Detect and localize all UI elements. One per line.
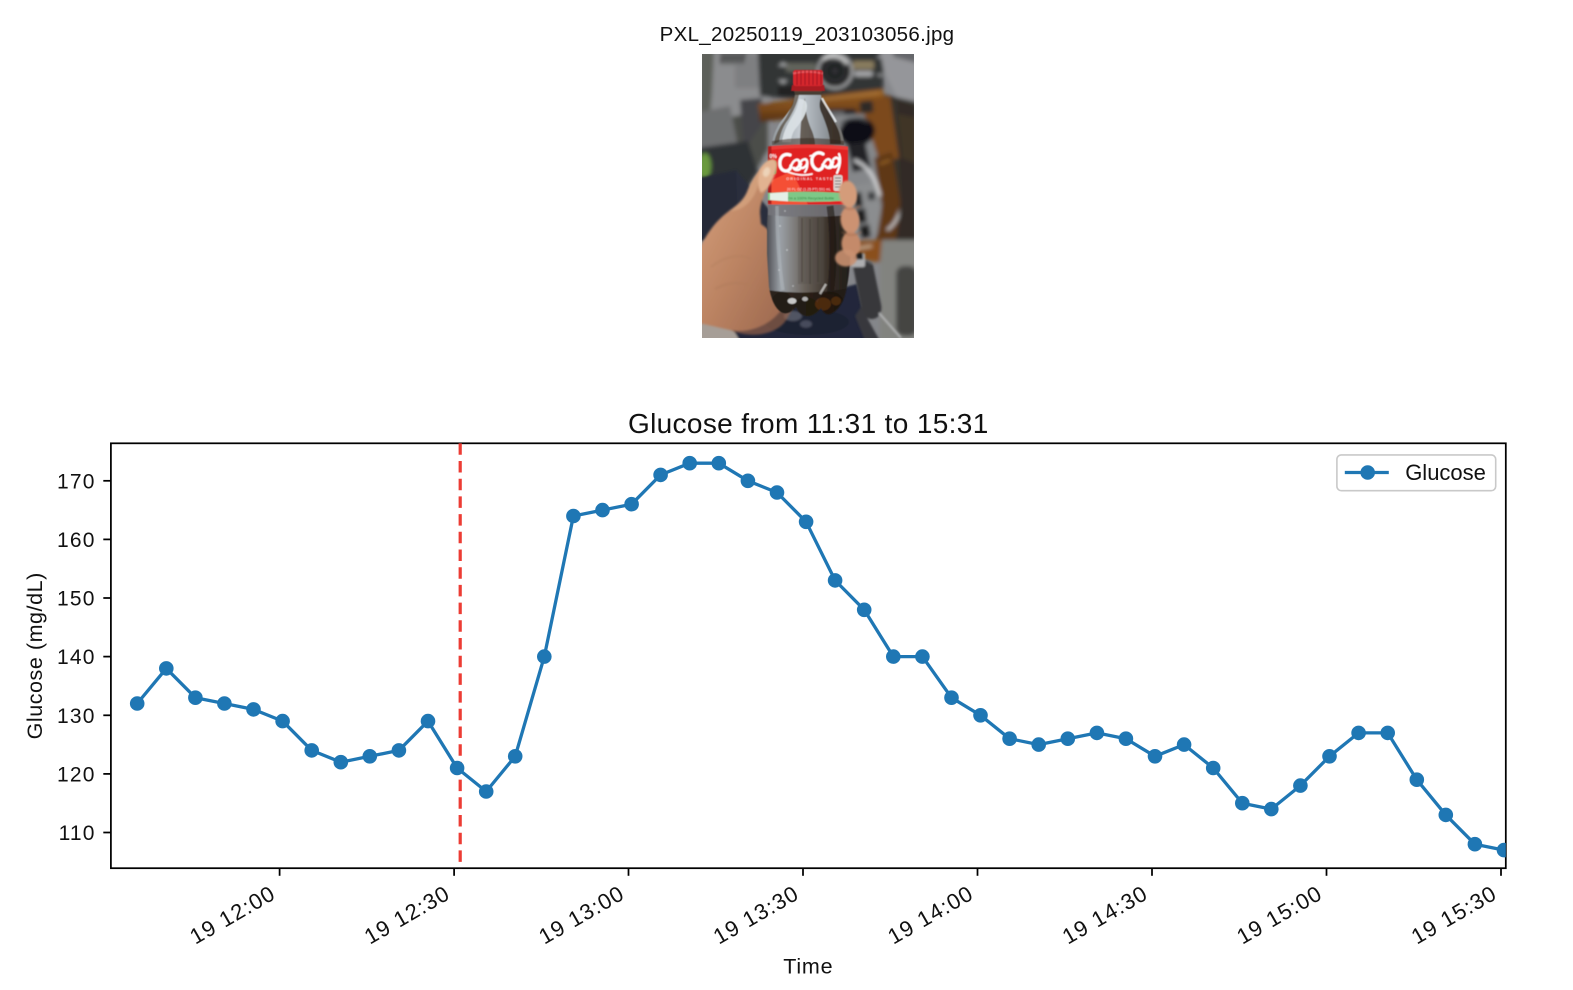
svg-text:Glucose from 11:31 to 15:31: Glucose from 11:31 to 15:31 xyxy=(628,408,989,439)
svg-text:110: 110 xyxy=(59,822,96,845)
svg-text:Glucose (mg/dL): Glucose (mg/dL) xyxy=(23,572,47,739)
svg-text:170: 170 xyxy=(57,470,96,493)
svg-text:20 FL OZ (1.25 PT) 591 mL: 20 FL OZ (1.25 PT) 591 mL xyxy=(787,188,831,192)
svg-text:0%: 0% xyxy=(770,154,778,160)
svg-text:ORIGINAL TASTE: ORIGINAL TASTE xyxy=(786,177,834,181)
svg-text:Time: Time xyxy=(783,955,833,979)
svg-text:120: 120 xyxy=(57,763,96,786)
svg-text:PXL_20250119_203103056.jpg: PXL_20250119_203103056.jpg xyxy=(660,23,955,46)
svg-text:150: 150 xyxy=(57,588,96,611)
svg-text:160: 160 xyxy=(57,529,96,552)
svg-text:140: 140 xyxy=(57,646,96,669)
svg-text:130: 130 xyxy=(57,705,96,728)
svg-text:AUTO: AUTO xyxy=(830,58,840,62)
svg-text:I'm a 100% Recycled Bottle: I'm a 100% Recycled Bottle xyxy=(788,197,834,201)
svg-text:Glucose: Glucose xyxy=(1405,460,1486,485)
